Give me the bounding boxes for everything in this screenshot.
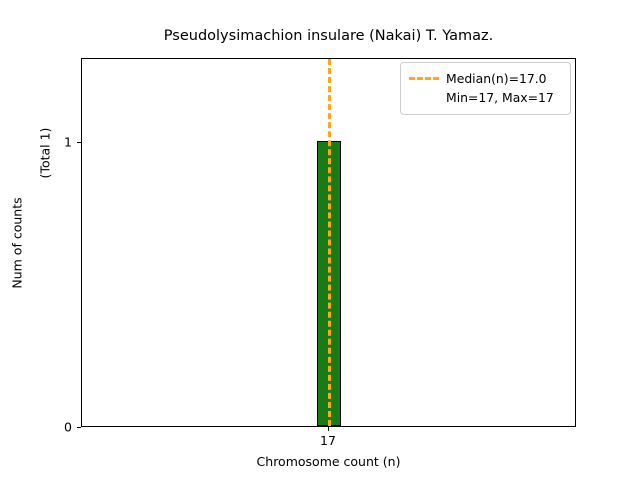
legend: Median(n)=17.0 Min=17, Max=17 (400, 62, 571, 115)
chart-title: Pseudolysimachion insulare (Nakai) T. Ya… (163, 28, 494, 44)
x-axis-label: Chromosome count (n) (256, 454, 401, 469)
y-tick-mark-0 (77, 427, 81, 428)
y-tick-label-0: 0 (64, 419, 72, 435)
legend-entry-median: Median(n)=17.0 (409, 69, 562, 88)
legend-label-minmax: Min=17, Max=17 (446, 90, 554, 105)
legend-label-median: Median(n)=17.0 (446, 71, 547, 86)
plot-inner (82, 59, 575, 426)
dashed-line-icon (409, 77, 439, 80)
y-axis-label: Num of counts (9, 196, 25, 289)
plot-area (81, 58, 576, 427)
legend-entry-minmax: Min=17, Max=17 (409, 88, 562, 107)
y-tick-mark-1 (77, 142, 81, 143)
x-tick-mark-17 (328, 427, 329, 431)
y-tick-label-1: 1 (64, 134, 72, 150)
y-axis-total-label-container: (Total 1) (28, 58, 62, 248)
blank-marker-icon (409, 96, 439, 99)
median-line (328, 59, 331, 426)
x-tick-label-17: 17 (320, 433, 336, 448)
